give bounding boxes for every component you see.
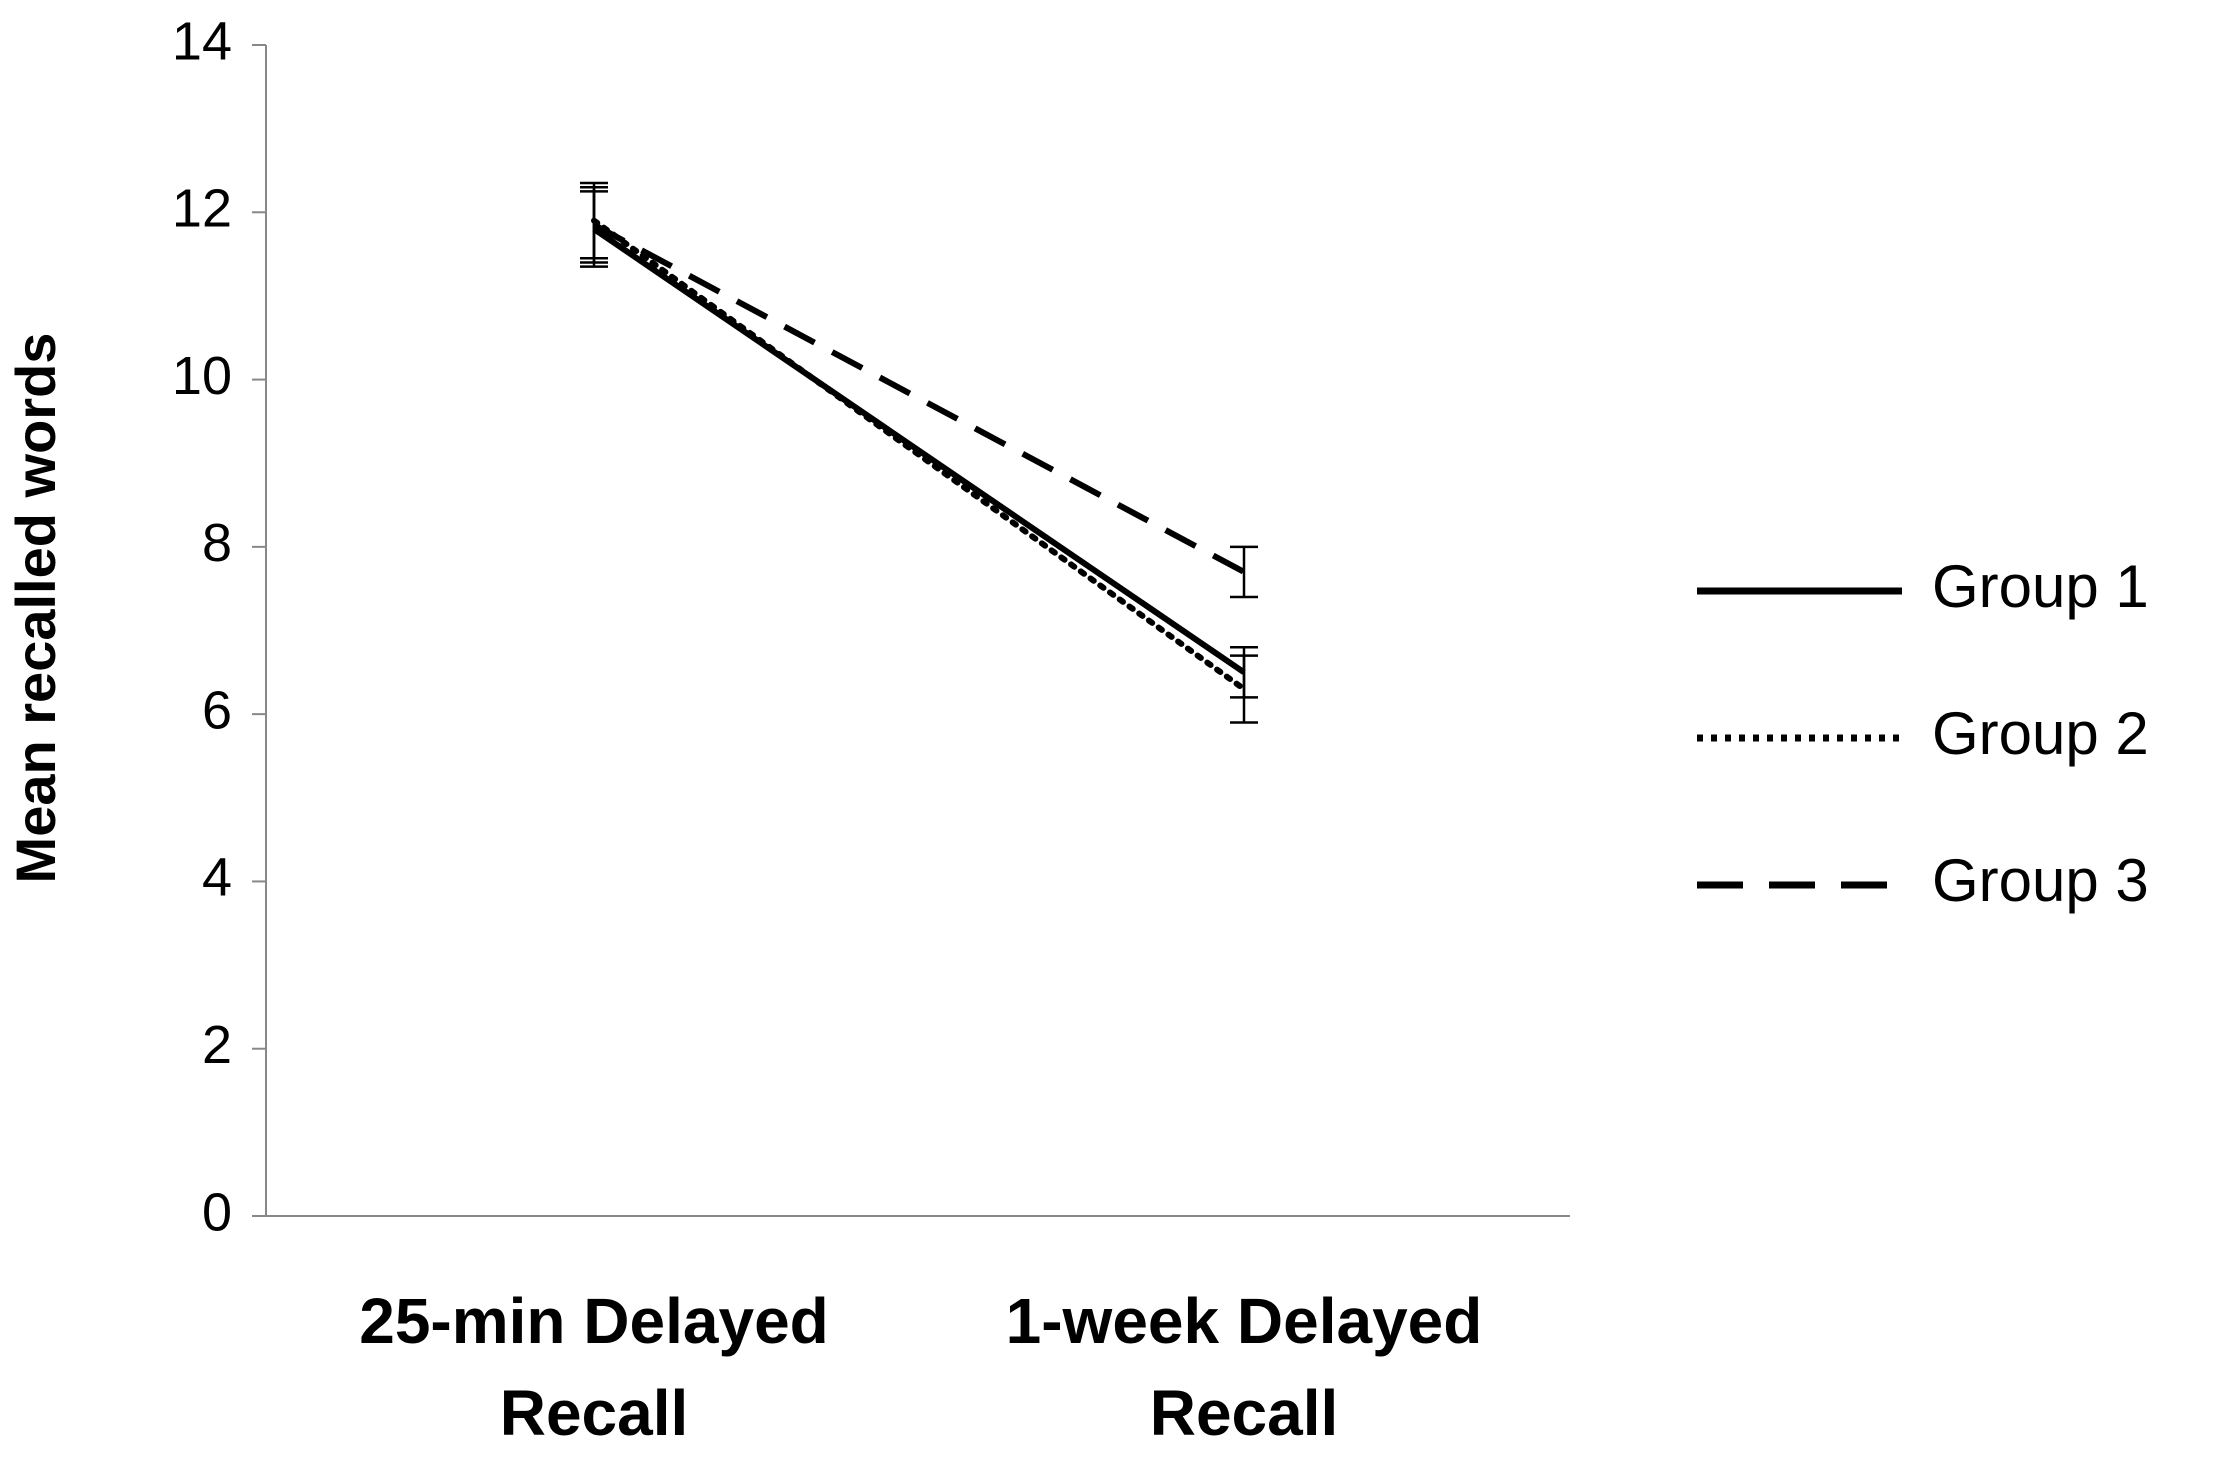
y-tick-label: 8 — [202, 513, 232, 573]
series-line — [592, 222, 1246, 575]
y-tick-label: 6 — [202, 680, 232, 740]
x-tick-label: 1-week Delayed Recall — [1005, 1285, 1483, 1449]
legend-label: Group 1 — [1932, 553, 2149, 620]
x-tick-label: 25-min Delayed Recall — [359, 1285, 829, 1449]
error-bar — [580, 185, 608, 264]
legend-label: Group 3 — [1932, 847, 2149, 914]
error-bar — [1230, 654, 1258, 724]
y-tick-label: 0 — [202, 1182, 232, 1242]
series-line — [591, 217, 1247, 693]
legend-label: Group 2 — [1932, 700, 2149, 767]
y-tick-label: 12 — [172, 179, 232, 239]
error-bar — [1230, 545, 1258, 599]
y-axis-label: Mean recalled words — [4, 333, 67, 884]
y-tick-label: 4 — [202, 848, 232, 908]
y-tick-label: 2 — [202, 1015, 232, 1075]
y-tick-label: 14 — [172, 11, 232, 71]
y-tick-label: 10 — [172, 346, 232, 406]
series-line — [592, 226, 1246, 675]
